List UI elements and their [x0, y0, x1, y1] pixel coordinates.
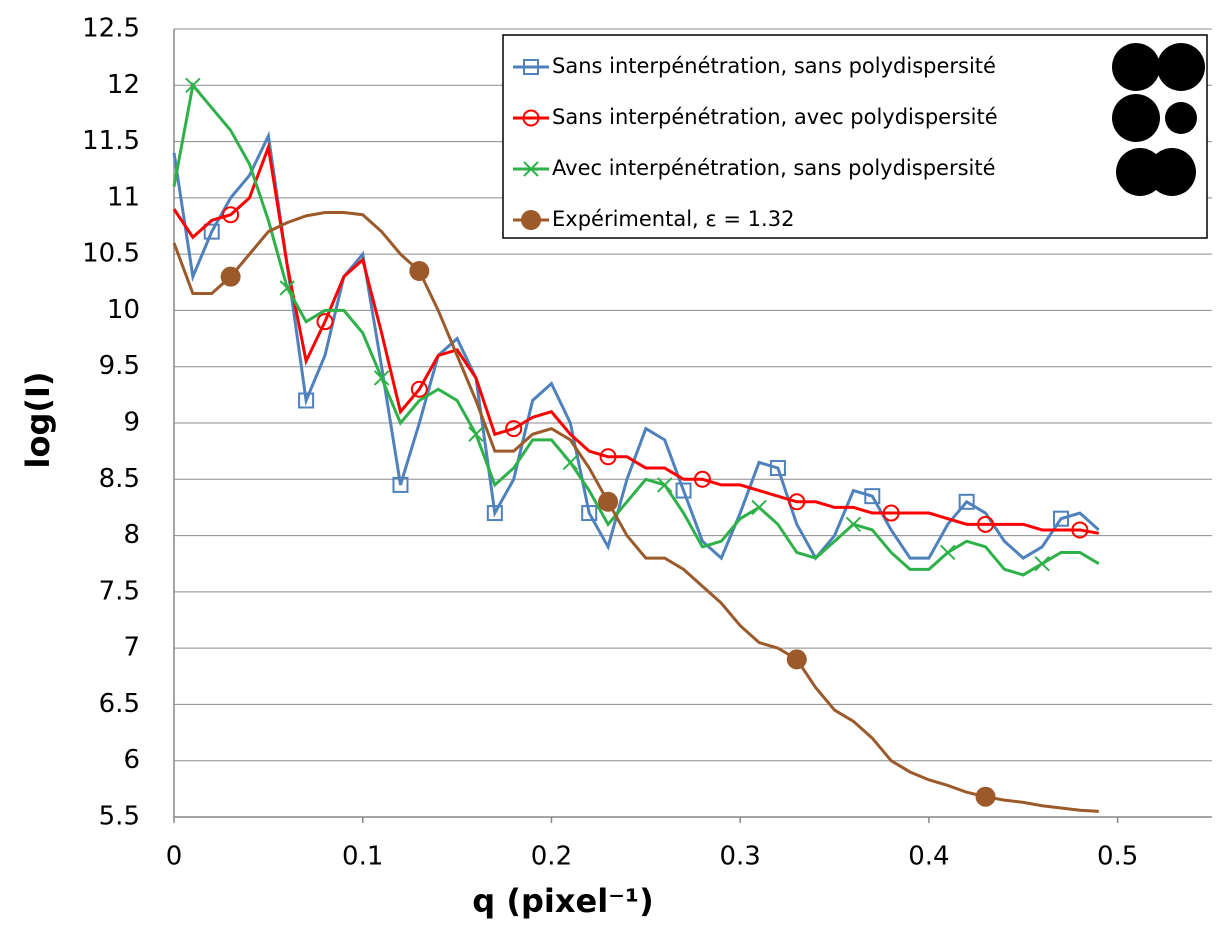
marker — [693, 470, 711, 488]
legend-marker — [523, 59, 539, 75]
legend-label: Expérimental, ε = 1.32 — [552, 207, 794, 231]
marker — [505, 420, 523, 438]
y-tick-label: 6.5 — [99, 689, 140, 719]
marker — [316, 313, 334, 331]
legend-marker — [523, 161, 539, 177]
marker — [1071, 521, 1089, 539]
y-tick-label: 10.5 — [82, 239, 140, 269]
marker — [769, 460, 786, 477]
legend-illustration — [1165, 102, 1197, 134]
legend-label: Avec interpénétration, sans polydispersi… — [552, 156, 996, 180]
marker — [958, 493, 975, 510]
marker — [975, 786, 996, 807]
marker — [882, 504, 900, 522]
marker — [751, 499, 767, 516]
x-tick-label: 0.5 — [1097, 842, 1138, 872]
marker — [786, 649, 807, 670]
marker — [373, 370, 390, 386]
x-tick-label: 0.4 — [908, 842, 949, 872]
marker — [598, 491, 619, 512]
y-tick-label: 8 — [123, 520, 140, 550]
legend-illustration — [1112, 43, 1160, 91]
marker — [940, 544, 956, 561]
marker — [1034, 556, 1050, 572]
legend-box — [502, 34, 1208, 239]
marker — [185, 77, 201, 93]
y-tick-label: 5.5 — [99, 802, 140, 832]
marker — [864, 488, 881, 505]
y-tick-label: 8.5 — [99, 464, 140, 494]
marker — [656, 477, 673, 493]
legend-label: Sans interpénétration, sans polydispersi… — [552, 54, 996, 78]
y-axis-label: log(I) — [19, 371, 57, 468]
marker — [222, 206, 240, 224]
y-tick-label: 11.5 — [82, 126, 140, 156]
legend-illustration — [1112, 94, 1160, 142]
marker — [410, 380, 428, 398]
y-tick-label: 9.5 — [99, 351, 140, 381]
y-tick-label: 10 — [107, 295, 140, 325]
marker — [1053, 510, 1070, 527]
series-line — [172, 130, 1100, 561]
y-tick-label: 7 — [123, 633, 140, 663]
marker — [468, 426, 484, 442]
marker — [279, 280, 295, 296]
y-tick-label: 6 — [123, 745, 140, 775]
marker — [845, 516, 862, 533]
marker — [599, 448, 617, 466]
x-tick-label: 0.2 — [531, 842, 572, 872]
y-tick-label: 7.5 — [99, 576, 140, 606]
x-tick-label: 0.1 — [342, 842, 383, 872]
y-tick-label: 9 — [123, 408, 140, 438]
marker — [562, 454, 579, 471]
x-tick-label: 0 — [166, 842, 183, 872]
marker — [298, 392, 315, 409]
series-line — [172, 210, 1099, 813]
marker — [392, 476, 409, 493]
legend-marker — [521, 210, 541, 230]
marker — [409, 261, 430, 282]
x-tick-label: 0.3 — [720, 842, 761, 872]
legend-label: Sans interpénétration, avec polydispersi… — [552, 105, 998, 129]
marker — [203, 223, 220, 240]
marker — [486, 505, 503, 522]
y-tick-label: 12.5 — [82, 14, 140, 44]
x-axis-label: q (pixel⁻¹) — [472, 882, 653, 920]
y-tick-label: 11 — [107, 182, 140, 212]
y-tick-label: 12 — [107, 70, 140, 100]
legend-illustration — [1148, 148, 1196, 196]
marker — [581, 505, 598, 522]
marker — [977, 515, 995, 533]
legend-marker — [522, 109, 540, 127]
marker — [788, 493, 806, 511]
marker — [675, 482, 692, 499]
legend-illustration — [1157, 43, 1205, 91]
marker — [220, 266, 241, 287]
